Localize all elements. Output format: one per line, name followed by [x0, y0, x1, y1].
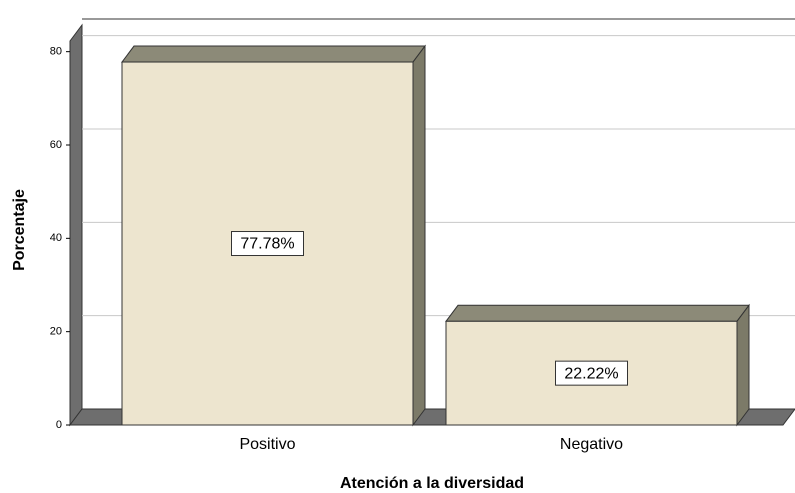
x-tick-label: Negativo — [560, 436, 623, 453]
left-wall — [69, 23, 83, 427]
y-tick-label: 40 — [50, 232, 62, 244]
y-tick-label: 80 — [50, 46, 62, 58]
bar-side — [412, 44, 426, 427]
bar-top — [445, 304, 750, 322]
y-axis-label: Porcentaje — [11, 189, 28, 271]
y-tick-label: 20 — [50, 326, 62, 338]
value-label: 77.78% — [240, 236, 294, 253]
value-label: 22.22% — [564, 365, 618, 382]
y-tick-label: 60 — [50, 139, 62, 151]
y-tick-label: 0 — [56, 419, 62, 431]
bar — [121, 44, 426, 427]
value-label-box — [555, 360, 628, 386]
x-tick-label: Positivo — [239, 436, 295, 453]
bar-top — [121, 45, 426, 63]
x-axis-label: Atención a la diversidad — [340, 475, 524, 492]
bar-side — [736, 303, 750, 427]
value-label-box — [231, 231, 304, 257]
